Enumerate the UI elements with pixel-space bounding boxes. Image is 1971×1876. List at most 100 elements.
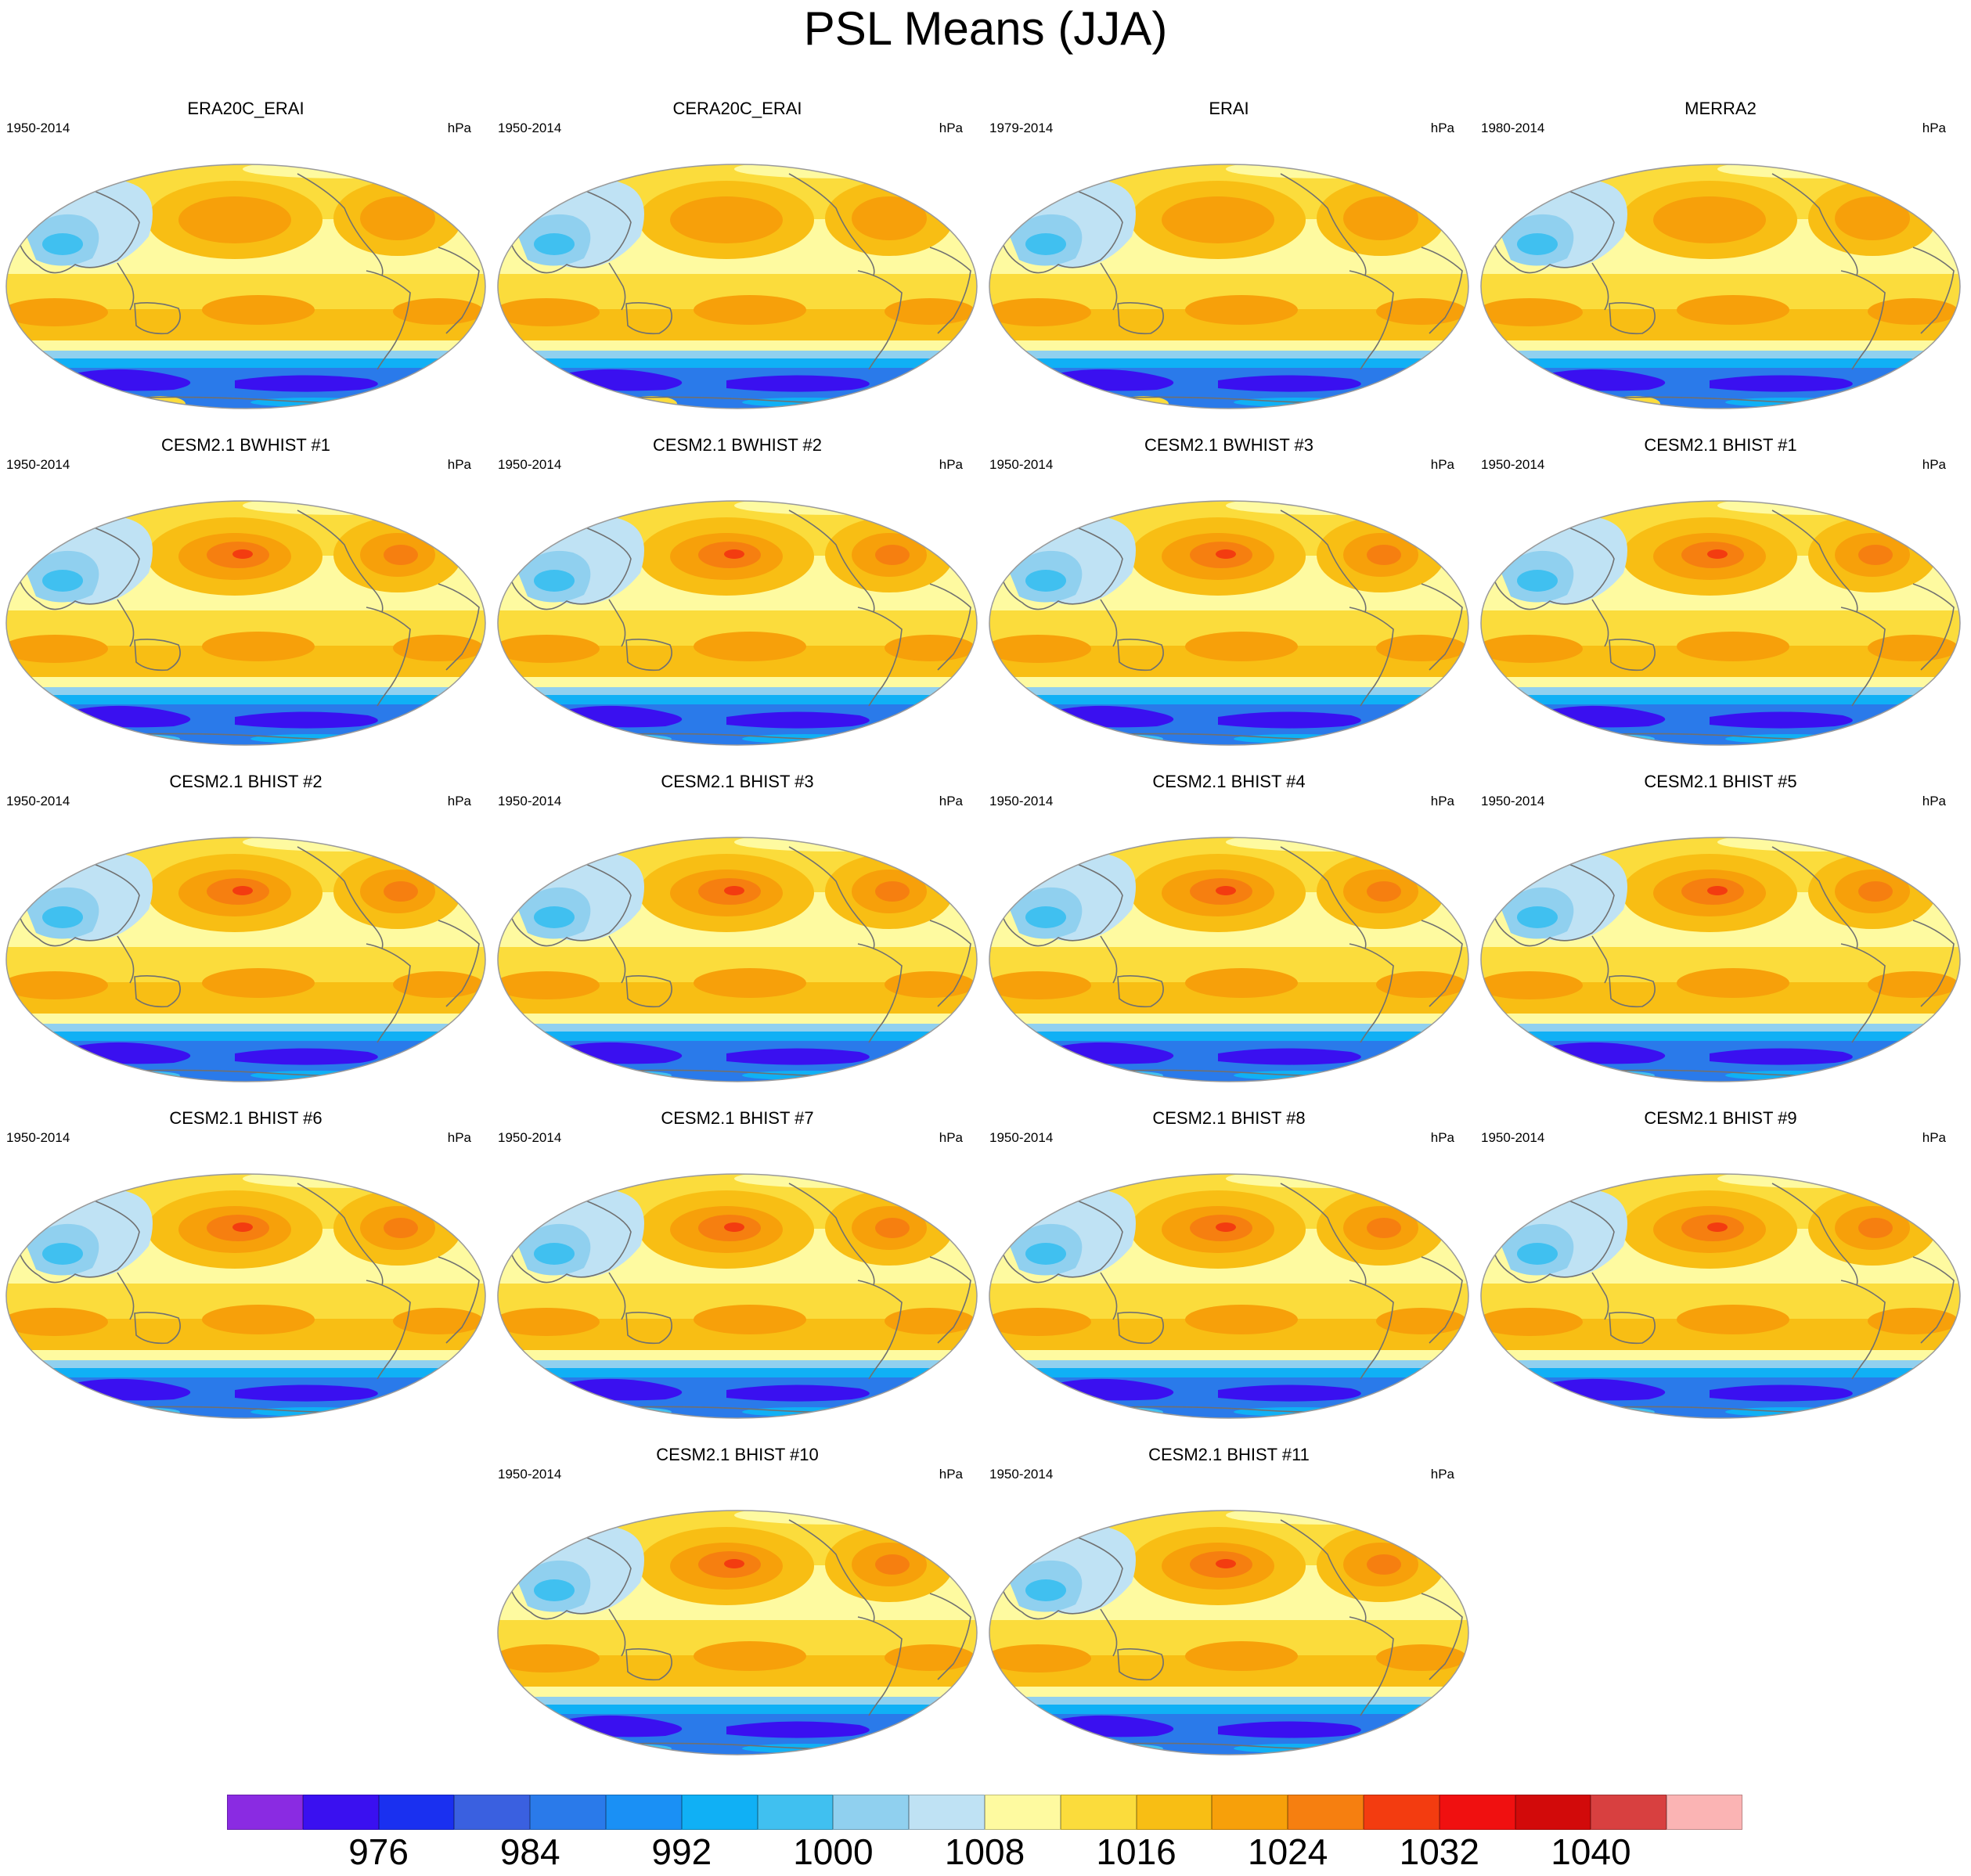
colorbar-cell <box>681 1795 758 1830</box>
panel-units: hPa <box>939 1130 963 1145</box>
map-panel: CESM2.1 BHIST #8 1950-2014 hPa <box>983 1108 1475 1437</box>
colorbar-cell <box>1136 1795 1213 1830</box>
psl-map <box>989 500 1469 746</box>
map-panel: CESM2.1 BHIST #2 1950-2014 hPa <box>0 772 492 1100</box>
map-panel: CESM2.1 BWHIST #1 1950-2014 hPa <box>0 435 492 764</box>
panel-years: 1979-2014 <box>989 121 1054 135</box>
panel-units: hPa <box>1922 1130 1946 1145</box>
colorbar-tick-label: 976 <box>348 1831 409 1872</box>
colorbar-cell <box>909 1795 985 1830</box>
panel-units: hPa <box>1922 121 1946 135</box>
panel-years: 1950-2014 <box>1481 1130 1545 1145</box>
panel-title: CESM2.1 BWHIST #1 <box>161 435 330 455</box>
colorbar <box>227 1795 1742 1830</box>
map-panel: CESM2.1 BHIST #4 1950-2014 hPa <box>983 772 1475 1100</box>
panel-years: 1950-2014 <box>6 1130 70 1145</box>
panel-units: hPa <box>939 794 963 808</box>
colorbar-tick-label: 984 <box>499 1831 560 1872</box>
map-panel: ERA20C_ERAI 1950-2014 hPa <box>0 99 492 427</box>
panel-units: hPa <box>447 457 471 472</box>
panel-years: 1950-2014 <box>498 1467 562 1482</box>
colorbar-cell <box>1591 1795 1667 1830</box>
panel-years: 1950-2014 <box>1481 794 1545 808</box>
panel-units: hPa <box>1430 121 1454 135</box>
psl-map <box>989 1510 1469 1755</box>
psl-map <box>497 1510 978 1755</box>
panel-years: 1950-2014 <box>989 1130 1054 1145</box>
psl-map <box>497 837 978 1082</box>
panel-years: 1950-2014 <box>6 457 70 472</box>
panel-title: CESM2.1 BHIST #4 <box>1152 772 1306 791</box>
panel-units: hPa <box>1922 457 1946 472</box>
psl-map <box>497 500 978 746</box>
colorbar-cell <box>227 1795 303 1830</box>
panel-units: hPa <box>1430 794 1454 808</box>
panel-units: hPa <box>939 457 963 472</box>
panel-years: 1950-2014 <box>989 794 1054 808</box>
panel-title: CESM2.1 BHIST #3 <box>661 772 814 791</box>
panel-years: 1950-2014 <box>498 1130 562 1145</box>
colorbar-cell <box>1439 1795 1515 1830</box>
panel-title: CESM2.1 BHIST #1 <box>1644 435 1797 455</box>
panel-title: ERAI <box>1209 99 1249 118</box>
colorbar-cell <box>378 1795 455 1830</box>
panel-units: hPa <box>447 121 471 135</box>
map-panel: CESM2.1 BWHIST #2 1950-2014 hPa <box>492 435 983 764</box>
colorbar-tick-label: 1032 <box>1399 1831 1479 1872</box>
panel-years: 1950-2014 <box>989 457 1054 472</box>
colorbar-cell <box>1364 1795 1440 1830</box>
panel-units: hPa <box>447 1130 471 1145</box>
panel-title: CESM2.1 BWHIST #2 <box>653 435 822 455</box>
map-panel: CESM2.1 BWHIST #3 1950-2014 hPa <box>983 435 1475 764</box>
psl-map <box>1480 500 1961 746</box>
panel-title: ERA20C_ERAI <box>187 99 304 118</box>
colorbar-cell <box>1515 1795 1591 1830</box>
panel-title: MERRA2 <box>1685 99 1757 118</box>
map-panel: CESM2.1 BHIST #1 1950-2014 hPa <box>1475 435 1966 764</box>
colorbar-cell <box>1060 1795 1137 1830</box>
psl-map <box>1480 1173 1961 1419</box>
colorbar-cell <box>606 1795 682 1830</box>
colorbar-cell <box>1667 1795 1742 1830</box>
colorbar-cell <box>530 1795 606 1830</box>
psl-map <box>989 164 1469 409</box>
panel-years: 1950-2014 <box>6 121 70 135</box>
colorbar-tick-label: 1000 <box>793 1831 874 1872</box>
map-panel: CERA20C_ERAI 1950-2014 hPa <box>492 99 983 427</box>
panel-title: CESM2.1 BHIST #2 <box>169 772 322 791</box>
map-panel: CESM2.1 BHIST #11 1950-2014 hPa <box>983 1445 1475 1773</box>
panel-title: CESM2.1 BHIST #11 <box>1148 1445 1310 1464</box>
panel-title: CESM2.1 BHIST #9 <box>1644 1108 1797 1128</box>
colorbar-tick-label: 992 <box>651 1831 712 1872</box>
panel-units: hPa <box>939 1467 963 1482</box>
map-panel: CESM2.1 BHIST #10 1950-2014 hPa <box>492 1445 983 1773</box>
psl-map <box>989 837 1469 1082</box>
panel-title: CESM2.1 BHIST #6 <box>169 1108 322 1128</box>
panel-title: CESM2.1 BHIST #7 <box>661 1108 814 1128</box>
psl-map <box>497 1173 978 1419</box>
panel-title: CERA20C_ERAI <box>672 99 802 118</box>
map-panel: CESM2.1 BHIST #3 1950-2014 hPa <box>492 772 983 1100</box>
panel-units: hPa <box>1922 794 1946 808</box>
psl-map <box>1480 837 1961 1082</box>
psl-map <box>5 837 486 1082</box>
colorbar-tick-label: 1008 <box>944 1831 1025 1872</box>
panel-years: 1950-2014 <box>498 457 562 472</box>
psl-map <box>989 1173 1469 1419</box>
panel-years: 1950-2014 <box>6 794 70 808</box>
colorbar-cell <box>1212 1795 1288 1830</box>
map-panel: CESM2.1 BHIST #9 1950-2014 hPa <box>1475 1108 1966 1437</box>
panel-title: CESM2.1 BHIST #10 <box>656 1445 819 1464</box>
panel-title: CESM2.1 BHIST #8 <box>1152 1108 1306 1128</box>
colorbar-tick-label: 1040 <box>1551 1831 1631 1872</box>
colorbar-cell <box>302 1795 379 1830</box>
colorbar-tick-label: 1016 <box>1096 1831 1176 1872</box>
panel-units: hPa <box>1430 457 1454 472</box>
map-panel: CESM2.1 BHIST #5 1950-2014 hPa <box>1475 772 1966 1100</box>
panel-units: hPa <box>1430 1467 1454 1482</box>
panel-years: 1950-2014 <box>498 794 562 808</box>
psl-map <box>1480 164 1961 409</box>
map-panel: CESM2.1 BHIST #7 1950-2014 hPa <box>492 1108 983 1437</box>
psl-map <box>5 500 486 746</box>
panel-title: CESM2.1 BHIST #5 <box>1644 772 1797 791</box>
